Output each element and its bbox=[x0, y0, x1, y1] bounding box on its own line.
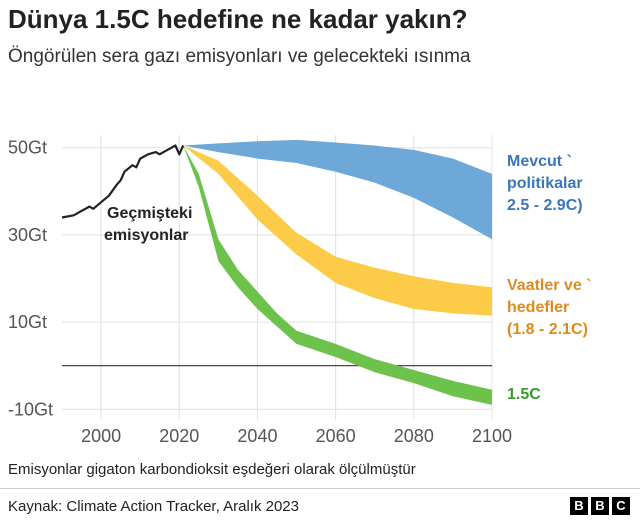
y-tick-label: 50Gt bbox=[8, 138, 47, 158]
history-label-line: emisyonlar bbox=[104, 227, 188, 244]
band-label-line: politikalar bbox=[507, 175, 583, 192]
band-label-line: hedefler bbox=[507, 299, 569, 316]
band-0 bbox=[183, 139, 492, 240]
chart-subtitle: Öngörülen sera gazı emisyonları ve gelec… bbox=[8, 46, 471, 67]
logo-letter-b2: B bbox=[591, 497, 609, 515]
history-label-line: Geçmişteki bbox=[107, 205, 192, 222]
history-line bbox=[61, 144, 185, 219]
x-tick-label: 2020 bbox=[159, 426, 199, 446]
band-label-1: Vaatler ve ` hedefler (1.8 - 2.1C) bbox=[507, 277, 592, 338]
chart-title: Dünya 1.5C hedefine ne kadar yakın? bbox=[8, 4, 468, 34]
bbc-logo: B B C bbox=[570, 497, 630, 515]
x-tick-label: 2000 bbox=[81, 426, 121, 446]
band-label-0: Mevcut ` politikalar 2.5 - 2.9C) bbox=[507, 153, 583, 214]
band-1 bbox=[183, 145, 492, 316]
emissions-chart: 50Gt 30Gt 10Gt -10Gt 2000 2020 2040 2060 2080 210… bbox=[8, 135, 592, 446]
history-layer bbox=[61, 144, 185, 219]
band-label-line: Mevcut ` bbox=[507, 153, 572, 170]
source-text: Kaynak: Climate Action Tracker, Aralık 2… bbox=[8, 498, 299, 515]
y-tick-label: 10Gt bbox=[8, 312, 47, 332]
x-tick-label: 2080 bbox=[394, 426, 434, 446]
x-tick-label: 2100 bbox=[472, 426, 512, 446]
y-tick-label: 30Gt bbox=[8, 225, 47, 245]
footer: Kaynak: Climate Action Tracker, Aralık 2… bbox=[0, 488, 640, 521]
series-labels: Geçmişteki emisyonlar Mevcut ` politikalar 2… bbox=[104, 153, 592, 403]
band-2 bbox=[183, 145, 492, 405]
x-tick-label: 2060 bbox=[316, 426, 356, 446]
x-tick-label: 2040 bbox=[237, 426, 277, 446]
y-tick-label: -10Gt bbox=[8, 399, 53, 419]
logo-letter-b1: B bbox=[570, 497, 588, 515]
axis-labels: 50Gt 30Gt 10Gt -10Gt 2000 2020 2040 2060 2080 210… bbox=[8, 138, 512, 446]
band-label-line: 1.5C bbox=[507, 386, 541, 403]
measurement-note: Emisyonlar gigaton karbondioksit eşdeğer… bbox=[8, 461, 416, 478]
band-label-2: 1.5C bbox=[507, 386, 541, 403]
history-label: Geçmişteki emisyonlar bbox=[104, 205, 192, 244]
band-label-line: 2.5 - 2.9C) bbox=[507, 197, 583, 214]
projection-bands bbox=[183, 139, 492, 405]
logo-letter-c: C bbox=[612, 497, 630, 515]
band-label-line: (1.8 - 2.1C) bbox=[507, 321, 588, 338]
band-label-line: Vaatler ve ` bbox=[507, 277, 592, 294]
